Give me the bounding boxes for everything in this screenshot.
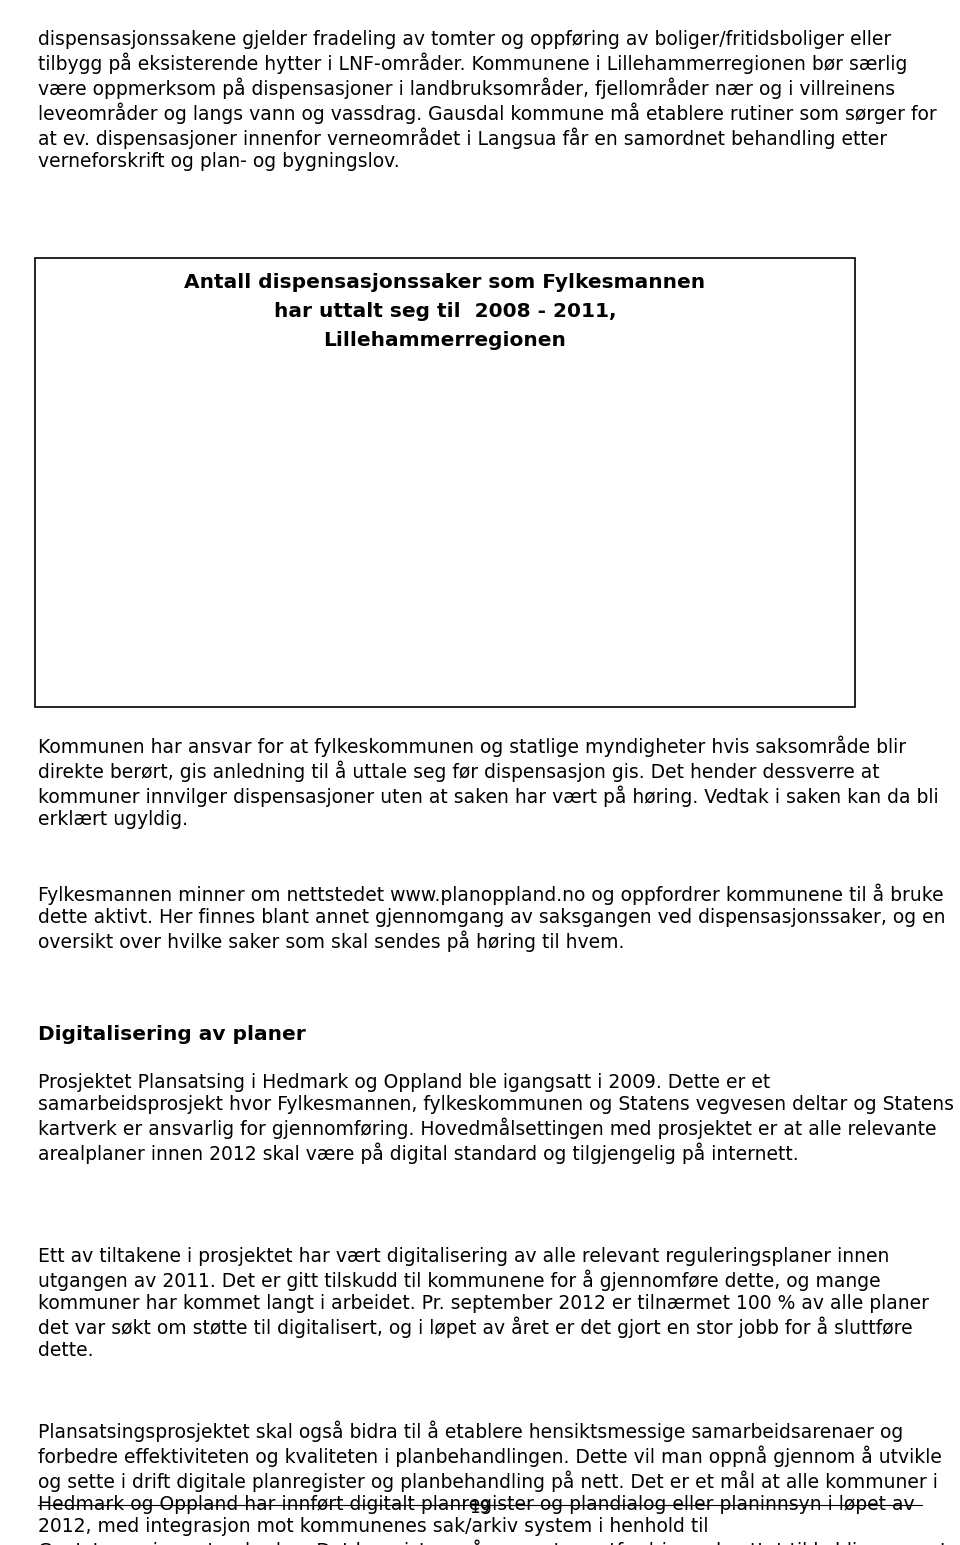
Bar — [192, 579, 227, 655]
Text: Antall dispensasjonssaker som Fylkesmannen: Antall dispensasjonssaker som Fylkesmann… — [184, 272, 706, 292]
Bar — [325, 524, 360, 655]
Text: 19: 19 — [469, 1499, 491, 1517]
Bar — [123, 589, 157, 655]
Legend: 2008, 2009, 2010, 2011: 2008, 2009, 2010, 2011 — [732, 380, 823, 491]
Bar — [227, 579, 261, 655]
Text: Lillehammerregionen: Lillehammerregionen — [324, 331, 566, 349]
Bar — [157, 513, 192, 655]
Bar — [529, 589, 564, 655]
Bar — [429, 428, 464, 655]
Bar — [564, 618, 598, 655]
Text: Ett av tiltakene i prosjektet har vært digitalisering av alle relevant regulerin: Ett av tiltakene i prosjektet har vært d… — [38, 1247, 929, 1360]
Text: Digitalisering av planer: Digitalisering av planer — [38, 1024, 305, 1044]
Bar — [360, 524, 395, 655]
Text: Plansatsingsprosjektet skal også bidra til å etablere hensiktsmessige samarbeids: Plansatsingsprosjektet skal også bidra t… — [38, 1421, 948, 1545]
Text: Kommunen har ansvar for at fylkeskommunen og statlige myndigheter hvis saksområd: Kommunen har ansvar for at fylkeskommune… — [38, 735, 939, 828]
Text: Prosjektet Plansatsing i Hedmark og Oppland ble igangsatt i 2009. Dette er et sa: Prosjektet Plansatsing i Hedmark og Oppl… — [38, 1074, 954, 1163]
Text: dispensasjonssakene gjelder fradeling av tomter og oppføring av boliger/fritidsb: dispensasjonssakene gjelder fradeling av… — [38, 29, 937, 171]
Bar — [395, 476, 429, 655]
Bar — [598, 618, 633, 655]
Bar — [633, 618, 667, 655]
Text: Fylkesmannen minner om nettstedet www.planoppland.no og oppfordrer kommunene til: Fylkesmannen minner om nettstedet www.pl… — [38, 884, 946, 952]
Text: har uttalt seg til  2008 - 2011,: har uttalt seg til 2008 - 2011, — [274, 301, 616, 321]
